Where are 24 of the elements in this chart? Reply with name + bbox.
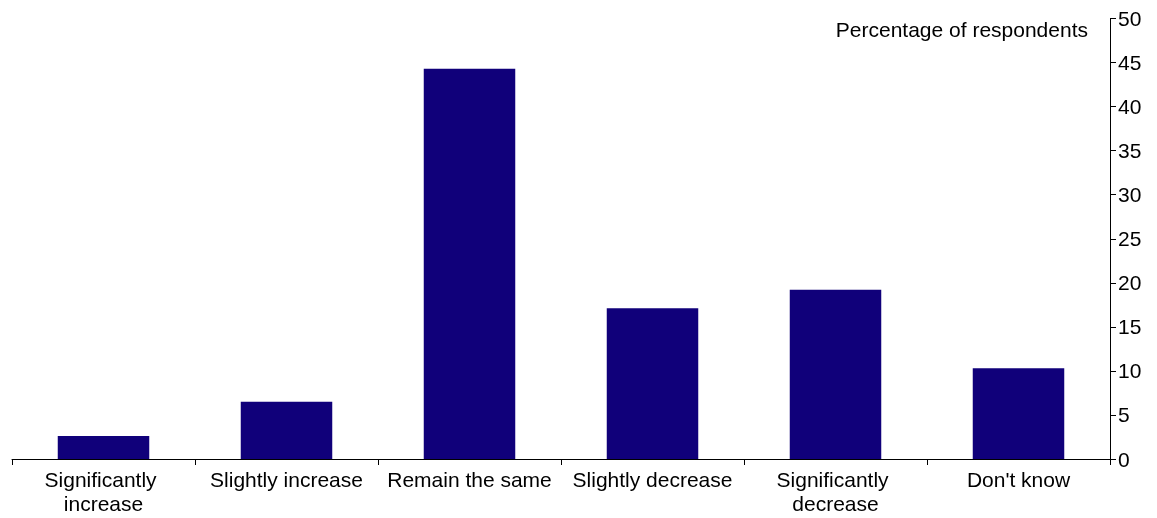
- bar: [57, 436, 150, 459]
- bar: [606, 308, 699, 459]
- y-tick-label: 10: [1118, 359, 1142, 383]
- y-tick-label: 0: [1118, 447, 1130, 471]
- y-tick-label: 25: [1118, 227, 1142, 251]
- y-tick-label: 40: [1118, 95, 1142, 119]
- bar: [789, 289, 882, 459]
- y-tick-label: 45: [1118, 51, 1142, 75]
- y-tick-label: 20: [1118, 271, 1142, 295]
- y-tick-label: 15: [1118, 315, 1142, 339]
- bar: [423, 68, 516, 459]
- x-tick-label: Significantly increase: [44, 467, 163, 515]
- y-axis-title: Percentage of respondents: [835, 17, 1088, 41]
- x-tick-label: Remain the same: [387, 467, 552, 491]
- bar: [972, 368, 1065, 459]
- y-tick-label: 30: [1118, 183, 1142, 207]
- x-tick-label: Significantly decrease: [776, 467, 895, 515]
- x-tick-label: Slightly increase: [210, 467, 363, 491]
- bar: [240, 401, 333, 459]
- y-tick-label: 35: [1118, 139, 1142, 163]
- y-tick-label: 50: [1118, 7, 1142, 30]
- x-tick-label: Slightly decrease: [572, 467, 733, 491]
- y-tick-label: 5: [1118, 403, 1130, 427]
- x-tick-label: Don't know: [966, 467, 1071, 491]
